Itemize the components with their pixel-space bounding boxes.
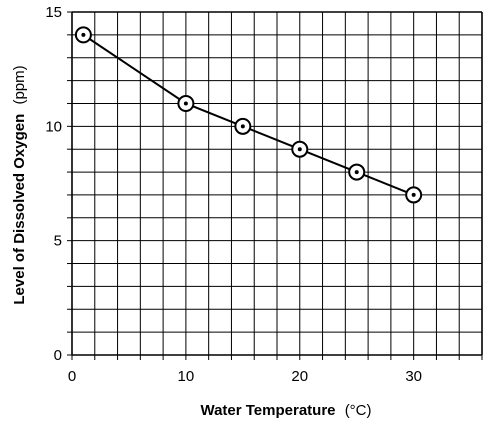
series [74,26,423,204]
y-axis-title: Level of Dissolved Oxygen (ppm) [11,65,28,304]
y-axis-label: Level of Dissolved Oxygen [11,114,28,305]
grid [67,11,483,360]
data-point-dot [240,124,245,129]
x-axis-title: Water Temperature (°C) [200,402,371,419]
data-point [291,140,309,158]
x-tick-label: 20 [291,368,308,385]
y-tick-label: 10 [45,118,62,135]
tick-labels: 0 10 20 30 0 5 10 15 [45,4,422,385]
series-line [82,34,415,196]
y-tick-label: 5 [54,233,62,250]
x-tick-label: 30 [405,368,422,385]
data-point-dot [354,170,359,175]
y-tick-label: 15 [45,4,62,21]
data-point [348,163,366,181]
data-point-dot [411,192,416,197]
data-point [234,117,252,135]
x-tick-label: 10 [178,368,195,385]
x-axis-unit: (°C) [345,402,372,419]
data-point-dot [297,147,302,152]
data-point [177,94,195,112]
data-point-dot [183,101,188,106]
y-tick-label: 0 [54,347,62,364]
x-tick-label: 0 [68,368,76,385]
y-axis-unit: (ppm) [11,65,28,104]
x-axis-label: Water Temperature [200,402,335,419]
data-point-dot [81,32,86,37]
data-point [405,186,423,204]
data-point [74,26,92,44]
